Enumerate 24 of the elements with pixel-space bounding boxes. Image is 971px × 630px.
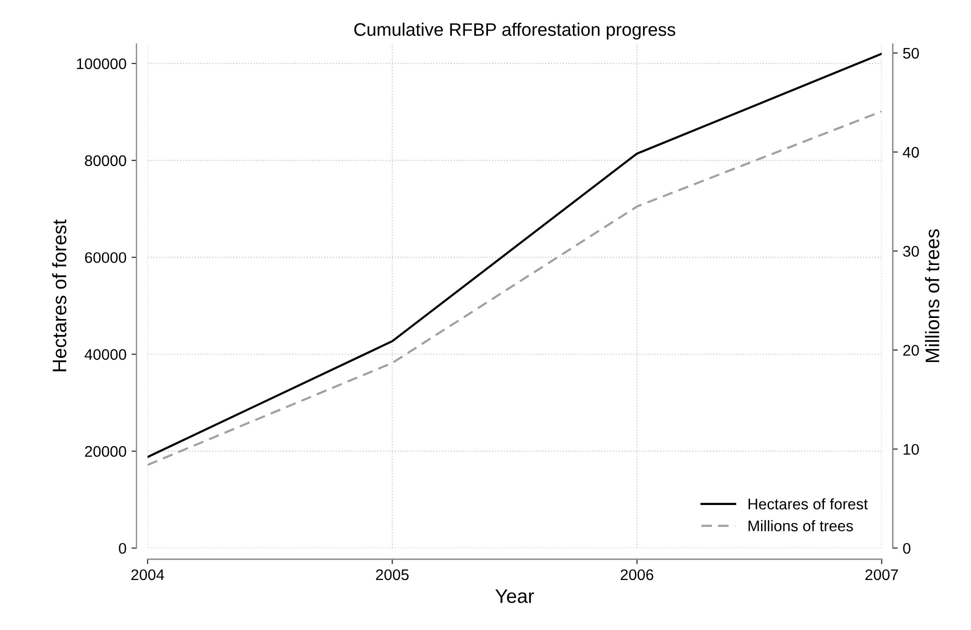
y2-tick-label: 50 <box>903 48 919 59</box>
y2-axis-title: Millions of trees <box>925 229 940 362</box>
y2-tick-label: 0 <box>903 542 910 554</box>
y2-tick-label: 40 <box>902 146 919 158</box>
y2-tick-label: 20 <box>903 344 919 356</box>
y2-tick-label: 10 <box>904 444 919 455</box>
y-tick-label: 20000 <box>85 446 126 457</box>
x-tick-label: 2004 <box>131 569 164 580</box>
y2-tick-label: 30 <box>903 246 919 257</box>
line-series <box>148 110 882 466</box>
legend-label: Hectares of forest <box>748 498 868 510</box>
y-tick-label: 80000 <box>84 155 126 166</box>
x-tick-label: 2005 <box>376 569 409 580</box>
y-tick-label: 0 <box>118 542 126 554</box>
y-tick-label: 100000 <box>76 58 126 70</box>
chart-title: Cumulative RFBP afforestation progress <box>354 22 676 40</box>
y-tick-label: 60000 <box>85 252 126 264</box>
x-tick-label: 2006 <box>620 569 654 580</box>
line-series <box>148 52 882 458</box>
y-tick-label: 40000 <box>84 349 126 360</box>
x-tick-label: 2007 <box>865 569 898 580</box>
y-axis-title: Hectares of forest <box>52 220 66 372</box>
legend-label: Millions of trees <box>748 520 853 532</box>
x-axis-title: Year <box>495 589 534 604</box>
